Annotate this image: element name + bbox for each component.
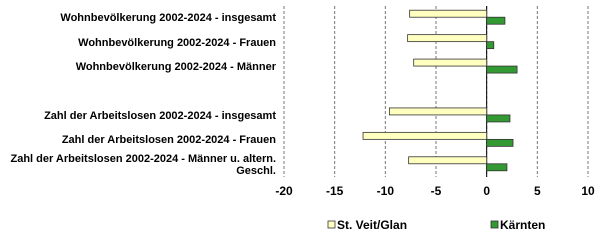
bar <box>388 107 488 116</box>
y-tick-label: Wohnbevölkerung 2002-2024 - Männer <box>75 61 276 74</box>
bar <box>413 58 488 67</box>
x-tick-label: -5 <box>431 184 442 198</box>
x-tick-label: -15 <box>326 184 344 198</box>
legend-swatch <box>490 220 499 229</box>
bar <box>486 163 508 172</box>
y-tick-label: Zahl der Arbeitslosen 2002-2024 - Frauen <box>61 134 276 147</box>
x-tick-label: -20 <box>275 184 293 198</box>
x-tick-label: 10 <box>581 184 595 198</box>
bar <box>486 41 495 50</box>
y-tick-label: Wohnbevölkerung 2002-2024 - Frauen <box>78 36 276 49</box>
y-tick-label: Wohnbevölkerung 2002-2024 - insgesamt <box>60 12 276 25</box>
bar <box>408 156 488 165</box>
bar <box>407 34 488 43</box>
bar <box>486 138 514 147</box>
x-tick-label: 5 <box>534 184 541 198</box>
legend-label: St. Veit/Glan <box>337 218 407 232</box>
legend-label: Kärnten <box>500 218 545 232</box>
x-tick-label: 0 <box>483 184 490 198</box>
y-tick-label: Zahl der Arbeitslosen 2002-2024 - Männer… <box>10 152 276 177</box>
bar <box>486 65 518 74</box>
bar <box>486 16 506 25</box>
bar <box>409 9 488 18</box>
x-tick-label: -10 <box>377 184 395 198</box>
legend-swatch <box>327 220 336 229</box>
y-tick-label: Zahl der Arbeitslosen 2002-2024 - insges… <box>44 109 276 122</box>
bar <box>486 114 511 123</box>
bar <box>362 131 488 140</box>
